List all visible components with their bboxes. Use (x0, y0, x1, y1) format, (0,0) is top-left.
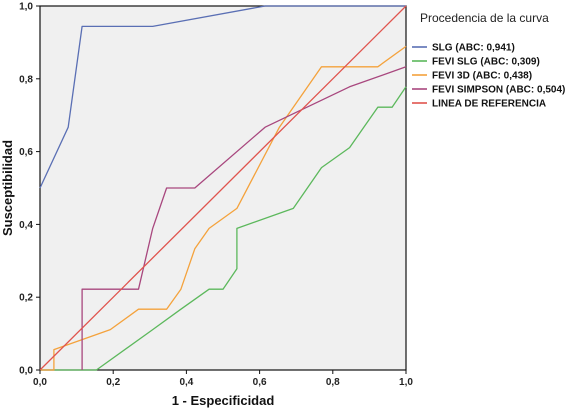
y-tick-label: 0,8 (19, 74, 33, 85)
series-line-0 (39, 5, 406, 189)
y-tick-label: 0,0 (19, 366, 33, 377)
x-tick-label: 1,0 (399, 377, 413, 388)
y-tick-label: 0,4 (19, 220, 33, 231)
series-line-3 (81, 66, 407, 370)
legend-label-0: SLG (ABC: 0,941) (432, 43, 515, 54)
x-tick-label: 0,8 (326, 377, 340, 388)
legend-label-1: FEVI SLG (ABC: 0,309) (432, 57, 540, 68)
series-line-1 (40, 86, 407, 371)
series-line-4 (39, 5, 407, 371)
series-layer (39, 5, 407, 371)
legend-label-3: FEVI SIMPSON (ABC: 0,504) (432, 85, 565, 96)
y-tick-label: 1,0 (19, 2, 33, 13)
x-tick-label: 0,2 (106, 377, 120, 388)
y-axis-title: Susceptibilidad (0, 140, 15, 236)
legend-title: Procedencia de la curva (420, 11, 549, 25)
y-tick-label: 0,2 (19, 293, 33, 304)
legend-label-2: FEVI 3D (ABC: 0,438) (432, 71, 532, 82)
x-axis-title: 1 - Especificidad (172, 393, 275, 408)
y-axis-ticks: 0,0 0,2 0,4 0,6 0,8 1,0 (19, 2, 40, 377)
legend-label-4: LINEA DE REFERENCIA (432, 99, 546, 110)
x-tick-label: 0,0 (33, 377, 47, 388)
x-tick-label: 0,6 (253, 377, 267, 388)
x-axis-ticks: 0,0 0,2 0,4 0,6 0,8 1,0 (33, 370, 413, 388)
x-tick-label: 0,4 (179, 377, 193, 388)
y-tick-label: 0,6 (19, 147, 33, 158)
legend: SLG (ABC: 0,941) FEVI SLG (ABC: 0,309) FEV… (412, 43, 565, 110)
